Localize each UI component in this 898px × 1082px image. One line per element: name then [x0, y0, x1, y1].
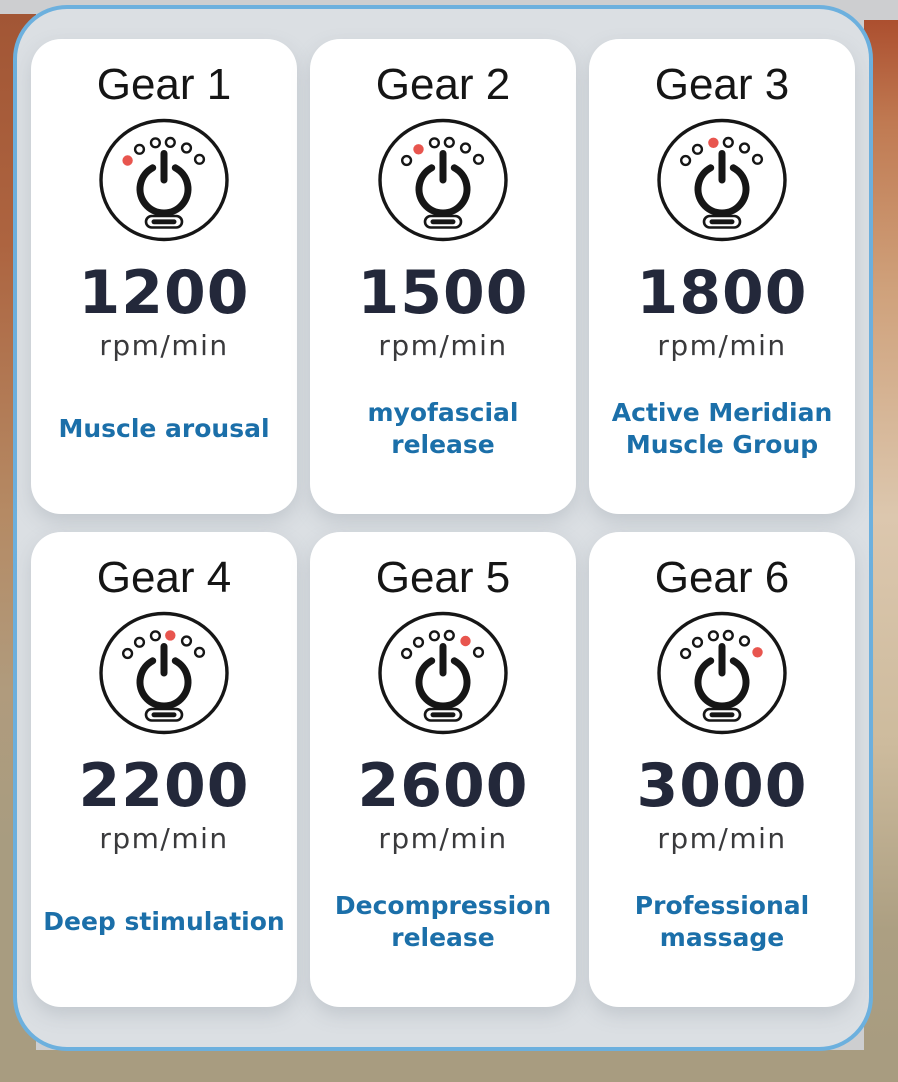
level-dot: [752, 647, 763, 658]
rpm-unit: rpm/min: [657, 822, 787, 856]
dial-slot-bar: [430, 219, 456, 225]
level-dot: [707, 630, 720, 642]
gear-card-1: Gear 1 1200 rpm/min Muscle arousal: [31, 39, 297, 514]
power-dial-icon: [99, 612, 229, 735]
rpm-value: 1800: [636, 258, 808, 329]
level-dot: [133, 144, 146, 156]
gear-description: myofascial release: [367, 397, 519, 460]
level-dot: [413, 144, 424, 155]
level-dot: [412, 637, 425, 649]
level-dot: [751, 154, 764, 166]
gear-title: Gear 5: [375, 553, 511, 602]
level-dot: [165, 630, 176, 641]
level-dot: [149, 137, 162, 149]
gear-title: Gear 1: [96, 60, 232, 109]
level-dot: [180, 635, 193, 647]
level-dot: [708, 137, 719, 149]
rpm-unit: rpm/min: [657, 329, 787, 363]
gear-card-5: Gear 5 2600 rpm/min Decompression releas…: [310, 532, 576, 1007]
gear-card-2: Gear 2 1500 rpm/min myofascial release: [310, 39, 576, 514]
dial-slot-bar: [430, 712, 456, 718]
level-dot: [460, 636, 471, 647]
dial-icon-container: [373, 117, 513, 245]
level-dot: [122, 155, 133, 167]
level-dot: [738, 142, 751, 154]
gear-title: Gear 4: [96, 553, 232, 602]
level-dot: [193, 154, 206, 166]
level-dot: [691, 144, 704, 156]
dial-icon-container: [652, 610, 792, 738]
level-dot: [679, 648, 692, 660]
dial-slot-bar: [709, 219, 735, 225]
level-dot: [133, 637, 146, 649]
level-dot: [400, 648, 413, 660]
power-dial-icon: [99, 119, 229, 242]
level-dot: [691, 637, 704, 649]
power-symbol-arc: [694, 657, 750, 710]
power-dial-icon: [657, 612, 787, 735]
level-dot: [679, 155, 692, 167]
level-dot: [443, 630, 455, 642]
power-dial-icon: [378, 119, 508, 242]
dial-icon-container: [94, 610, 234, 738]
level-dot: [180, 142, 193, 154]
level-dot: [459, 142, 472, 154]
dial-slot-bar: [709, 712, 735, 718]
level-dot: [722, 137, 734, 149]
power-symbol-arc: [694, 164, 750, 217]
gear-description: Professional massage: [634, 890, 810, 953]
gear-card-3: Gear 3 1800 rpm/min Active Meridian Musc…: [589, 39, 855, 514]
rpm-value: 3000: [636, 751, 808, 822]
level-dot: [193, 647, 206, 659]
power-symbol-arc: [415, 657, 471, 710]
dial-slot-bar: [151, 712, 177, 718]
gear-title: Gear 2: [375, 60, 511, 109]
gear-description: Active Meridian Muscle Group: [611, 397, 833, 460]
dial-icon-container: [373, 610, 513, 738]
gear-card-6: Gear 6 3000 rpm/min Professional massage: [589, 532, 855, 1007]
photo-background-bottom: [0, 1050, 898, 1082]
rpm-value: 1500: [357, 258, 529, 329]
power-symbol-arc: [136, 164, 192, 217]
dial-icon-container: [94, 117, 234, 245]
level-dot: [472, 154, 485, 166]
rpm-value: 1200: [78, 258, 250, 329]
level-dot: [428, 137, 441, 149]
level-dot: [121, 648, 134, 660]
dial-slot-bar: [151, 219, 177, 225]
rpm-unit: rpm/min: [378, 329, 508, 363]
gears-panel: Gear 1 1200 rpm/min Muscle arousal Gear …: [13, 5, 873, 1051]
gear-title: Gear 3: [654, 60, 790, 109]
level-dot: [164, 137, 176, 149]
level-dot: [722, 630, 734, 642]
level-dot: [738, 635, 751, 647]
power-dial-icon: [378, 612, 508, 735]
power-dial-icon: [657, 119, 787, 242]
power-symbol-arc: [136, 657, 192, 710]
rpm-value: 2600: [357, 751, 529, 822]
rpm-unit: rpm/min: [378, 822, 508, 856]
level-dot: [443, 137, 455, 149]
rpm-unit: rpm/min: [99, 329, 229, 363]
gear-description: Muscle arousal: [58, 413, 270, 443]
level-dot: [149, 630, 162, 642]
gear-card-grid: Gear 1 1200 rpm/min Muscle arousal Gear …: [31, 39, 855, 1007]
gear-title: Gear 6: [654, 553, 790, 602]
gear-description: Decompression release: [334, 890, 552, 953]
rpm-unit: rpm/min: [99, 822, 229, 856]
gear-description: Deep stimulation: [43, 906, 285, 936]
level-dot: [400, 155, 413, 167]
rpm-value: 2200: [78, 751, 250, 822]
dial-icon-container: [652, 117, 792, 245]
gear-card-4: Gear 4 2200 rpm/min Deep stimulation: [31, 532, 297, 1007]
level-dot: [472, 647, 485, 659]
power-symbol-arc: [415, 164, 471, 217]
level-dot: [428, 630, 441, 642]
